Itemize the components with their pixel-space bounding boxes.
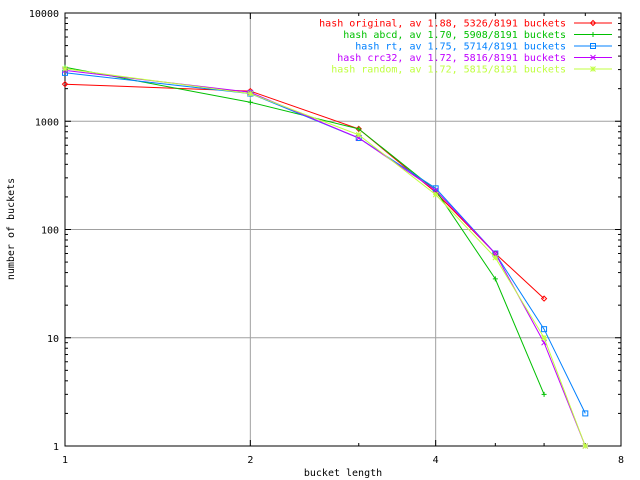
data-point-marker bbox=[541, 326, 548, 333]
data-point-marker bbox=[582, 410, 589, 417]
data-point-marker bbox=[582, 443, 589, 449]
series-line bbox=[64, 66, 545, 395]
axis-ticks: 1 2 4 8 1 10 100 1000 10000 bbox=[29, 9, 624, 466]
legend-label: hash abcd, av 1.70, 5908/8191 buckets bbox=[343, 30, 566, 41]
data-point-marker bbox=[356, 126, 362, 132]
legend-label: hash rt, av 1.75, 5714/8191 buckets bbox=[355, 42, 566, 53]
y-tick-label: 1 bbox=[53, 442, 59, 453]
data-point-marker bbox=[432, 187, 439, 194]
data-point-marker bbox=[589, 19, 597, 27]
x-tick-label: 2 bbox=[247, 455, 253, 466]
y-tick-label: 10000 bbox=[29, 9, 59, 20]
y-tick-label: 100 bbox=[41, 226, 59, 237]
data-point-marker bbox=[247, 99, 253, 105]
x-axis-label: bucket length bbox=[304, 468, 382, 479]
series-4 bbox=[62, 67, 589, 449]
data-point-marker bbox=[492, 276, 498, 282]
series-group bbox=[61, 64, 589, 449]
data-point-marker bbox=[590, 66, 596, 72]
data-point-marker bbox=[432, 191, 439, 198]
legend: hash original, av 1.88, 5326/8191 bucket… bbox=[319, 19, 612, 76]
data-point-marker bbox=[541, 334, 547, 341]
x-tick-label: 4 bbox=[433, 455, 439, 466]
x-tick-label: 1 bbox=[62, 455, 68, 466]
series-line bbox=[64, 68, 586, 447]
series-line bbox=[64, 69, 586, 447]
data-point-marker bbox=[590, 54, 596, 61]
y-tick-label: 10 bbox=[47, 334, 59, 345]
data-point-marker bbox=[540, 295, 548, 302]
legend-label: hash random, av 1.72, 5815/8191 buckets bbox=[331, 65, 566, 76]
legend-label: hash crc32, av 1.72, 5816/8191 buckets bbox=[337, 53, 566, 64]
grid-lines bbox=[65, 13, 621, 446]
x-tick-label: 8 bbox=[618, 455, 624, 466]
y-tick-label: 1000 bbox=[35, 117, 59, 128]
data-point-marker bbox=[247, 90, 254, 97]
data-point-marker bbox=[355, 131, 362, 138]
y-axis-label: number of buckets bbox=[6, 178, 17, 280]
data-point-marker bbox=[61, 80, 69, 88]
data-point-marker bbox=[492, 254, 499, 261]
data-point-marker bbox=[62, 65, 68, 72]
data-point-marker bbox=[541, 391, 547, 397]
data-point-marker bbox=[590, 32, 596, 37]
legend-label: hash original, av 1.88, 5326/8191 bucket… bbox=[319, 19, 566, 30]
series-5 bbox=[62, 65, 589, 449]
data-point-marker bbox=[590, 43, 596, 49]
